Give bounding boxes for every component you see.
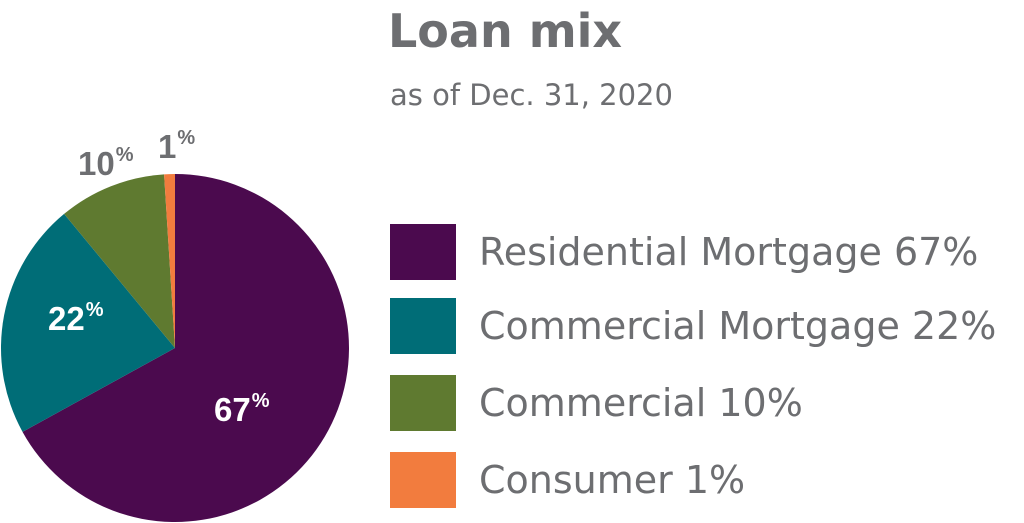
pie-label-consumer: 1% bbox=[158, 127, 195, 165]
legend-swatch-residential-mortgage bbox=[390, 224, 456, 280]
pie-label-value-commercial: 10 bbox=[78, 145, 115, 182]
pie-label-percent-residential-mortgage: % bbox=[252, 390, 270, 412]
pie-label-value-residential-mortgage: 67 bbox=[214, 391, 251, 428]
chart-title: Loan mix bbox=[388, 4, 623, 58]
pie-label-residential-mortgage: 67% bbox=[214, 390, 270, 428]
pie-label-percent-consumer: % bbox=[177, 127, 195, 149]
legend-swatch-consumer bbox=[390, 452, 456, 508]
legend-label-commercial-mortgage: Commercial Mortgage 22% bbox=[479, 304, 997, 348]
pie-label-commercial: 10% bbox=[78, 144, 134, 182]
pie-slice-commercial-mortgage bbox=[1, 213, 175, 432]
pie-label-value-commercial-mortgage: 22 bbox=[48, 300, 85, 337]
pie-label-percent-commercial: % bbox=[116, 144, 134, 166]
pie-slice-labels: 67%22%10% 1% bbox=[48, 127, 270, 428]
pie-label-value-consumer: 1 bbox=[158, 128, 176, 165]
legend-swatch-commercial bbox=[390, 375, 456, 431]
pie-slice-commercial bbox=[64, 174, 175, 348]
pie-slices bbox=[1, 174, 350, 523]
legend-label-residential-mortgage: Residential Mortgage 67% bbox=[479, 230, 979, 274]
pie-label-percent-commercial-mortgage: % bbox=[86, 299, 104, 321]
pie-slice-residential-mortgage bbox=[22, 174, 350, 523]
pie-label-commercial-mortgage: 22% bbox=[48, 299, 104, 337]
chart-subtitle: as of Dec. 31, 2020 bbox=[390, 78, 673, 112]
legend-label-commercial: Commercial 10% bbox=[479, 381, 803, 425]
pie-slice-consumer bbox=[164, 174, 175, 348]
legend-label-consumer: Consumer 1% bbox=[479, 458, 746, 502]
legend-swatch-commercial-mortgage bbox=[390, 298, 456, 354]
